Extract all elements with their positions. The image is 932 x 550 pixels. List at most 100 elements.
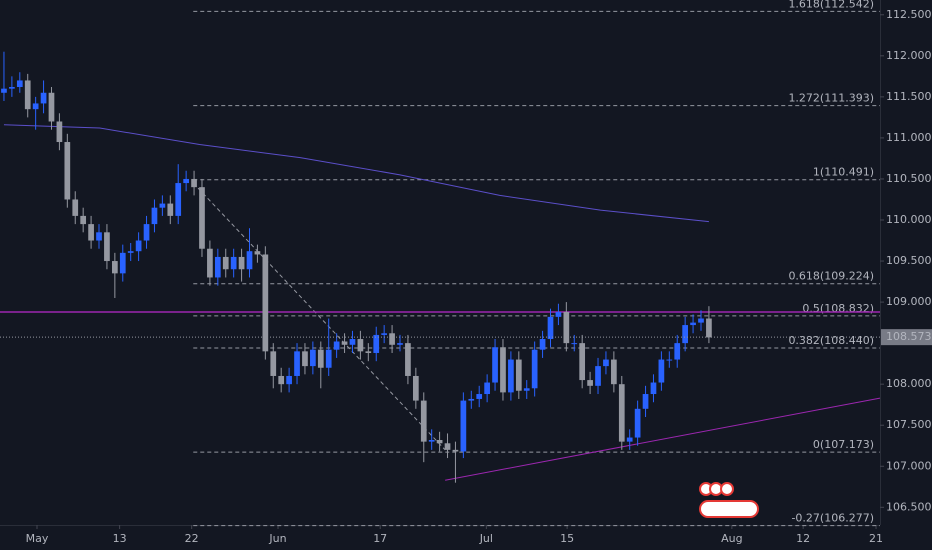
x-tick-label: Aug (721, 532, 742, 545)
candle-body (230, 256, 237, 270)
candle-body (531, 349, 538, 389)
x-tick-label: 22 (185, 532, 199, 545)
candle-body (658, 359, 665, 383)
candle-body (199, 187, 205, 249)
candle-body (16, 80, 23, 88)
candle-body (1, 88, 7, 93)
candle-body (365, 351, 372, 353)
candle-body (159, 203, 166, 208)
candle-body (207, 248, 213, 278)
candle-body (183, 178, 189, 184)
candle-body (508, 359, 514, 393)
candle-body (127, 251, 134, 253)
candle-body (515, 359, 522, 391)
candle-body (468, 398, 475, 401)
candle-body (333, 341, 340, 350)
fib-label: -0.27(106.277) (791, 512, 874, 525)
candle-body (476, 394, 483, 399)
candle-body (452, 449, 459, 452)
x-tick-label: Jun (268, 532, 286, 545)
fib-label: 1.618(112.542) (788, 0, 874, 10)
candle-body (56, 121, 63, 143)
y-tick-label: 106.500 (886, 500, 932, 513)
y-tick-label: 112.000 (886, 49, 932, 62)
candle-body (24, 80, 31, 110)
candle-body (674, 343, 681, 360)
candle-body (539, 339, 546, 350)
candle-body (420, 400, 427, 442)
candle-body (428, 440, 435, 442)
last-price-box (881, 329, 932, 346)
candle-body (587, 380, 593, 386)
candle-body (238, 256, 245, 270)
moving-average (3, 124, 709, 223)
candle-body (603, 359, 609, 367)
badge (720, 482, 734, 496)
candle-body (397, 343, 403, 345)
candle-body (706, 318, 712, 338)
candle-body (611, 359, 617, 385)
candle-body (682, 325, 688, 344)
y-tick-label: 111.000 (886, 131, 932, 144)
candle-body (690, 322, 696, 326)
candle-body (381, 333, 388, 335)
x-tick-label: Jul (479, 532, 493, 545)
fib-label: 0.5(108.832) (802, 302, 874, 315)
candle-body (254, 251, 261, 255)
x-tick-label: 21 (869, 532, 883, 545)
candle-body (167, 203, 174, 216)
candle-body (698, 318, 704, 323)
candle-body (357, 339, 364, 352)
candle-body (294, 351, 300, 376)
candle-body (492, 347, 498, 383)
x-tick-label: 13 (113, 532, 127, 545)
candle-body (405, 343, 411, 376)
candle-body (310, 349, 316, 367)
x-tick-label: May (26, 532, 49, 545)
fib-trend-line (192, 182, 446, 451)
candle-body (88, 224, 94, 241)
y-tick-label: 111.500 (886, 90, 932, 103)
candle-body (48, 92, 55, 122)
candle-body (64, 142, 71, 200)
candle-body (9, 87, 15, 89)
y-tick-label: 109.000 (886, 295, 932, 308)
y-tick-label: 110.000 (886, 213, 932, 226)
x-tick-label: 15 (560, 532, 574, 545)
candle-body (112, 261, 118, 274)
fib-label: 1.272(111.393) (788, 92, 874, 105)
candle-body (595, 366, 601, 386)
candle-body (642, 394, 649, 409)
candle-body (444, 443, 451, 450)
candle-body (32, 103, 39, 110)
candle-body (460, 400, 467, 452)
candle-body (555, 311, 562, 317)
candle-body (175, 183, 182, 216)
candle-body (373, 334, 380, 353)
candle-body (349, 339, 356, 345)
candle-body (484, 382, 490, 395)
candle-body (317, 349, 324, 368)
y-tick-label: 109.500 (886, 254, 932, 267)
y-tick-label: 107.500 (886, 418, 932, 431)
y-tick-label: 110.500 (886, 172, 932, 185)
y-tick-label: 112.500 (886, 8, 932, 21)
candle-body (278, 375, 285, 385)
candle-body (302, 351, 308, 367)
candle-body (191, 178, 197, 188)
candle-body (436, 440, 443, 444)
candle-body (626, 437, 633, 442)
candle-body (286, 375, 292, 385)
candle-body (547, 316, 554, 340)
last-price-label: 108.573 (886, 330, 932, 343)
candle-body (618, 384, 625, 442)
event-badges (699, 482, 759, 518)
trend-line (445, 397, 881, 481)
candle-body (119, 252, 126, 274)
candle-body (104, 232, 110, 262)
candle-body (270, 351, 277, 376)
candle-body (143, 224, 150, 241)
fib-label: 0(107.173) (813, 438, 874, 451)
